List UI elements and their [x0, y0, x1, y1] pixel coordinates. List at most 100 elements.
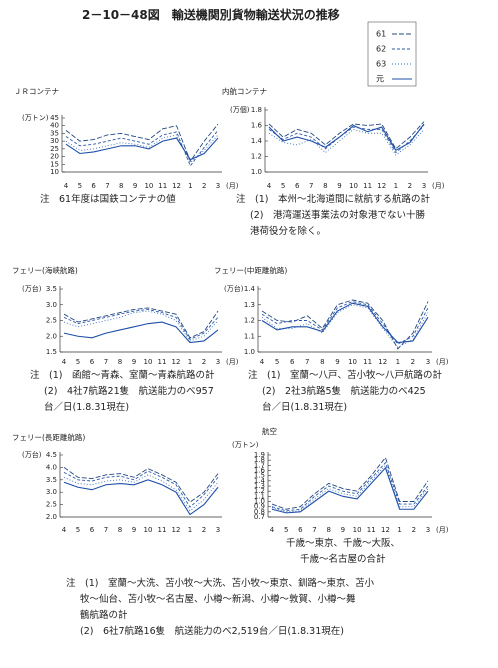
note: 千歳～東京、千歳～大阪、 千歳～名古屋の合計 [286, 536, 400, 568]
note: 注 (1) 室蘭～八戸、苫小牧～八戸航路の計 (2) 2社3航路5隻 航送能力のべ… [248, 368, 442, 416]
series-line [63, 470, 219, 508]
series-line [268, 128, 425, 156]
y-tick-label: 1.6 [254, 467, 266, 475]
x-tick-label: 8 [119, 182, 123, 190]
y-tick-label: 1.5 [254, 472, 265, 480]
x-tick-label: 4 [62, 526, 67, 534]
series-line [261, 304, 429, 348]
x-tick-label: 10 [349, 182, 358, 190]
x-tick-label: 12 [172, 358, 181, 366]
y-tick-label: 1.4 [254, 477, 266, 485]
y-tick-label: 1.2 [251, 153, 262, 161]
series-line [65, 130, 219, 167]
note: 注 (1) 函館～青森、室蘭～青森航路の計 (2) 4社7航路21隻 航送能力のべ… [30, 368, 214, 416]
chart-title: 内航コンテナ [222, 86, 267, 96]
x-tick-label: 2 [202, 182, 206, 190]
note-line: 注 61年度は国鉄コンテナの値 [40, 194, 176, 205]
x-tick-label: 4 [270, 526, 275, 534]
series-line [65, 137, 219, 161]
y-tick-label: 1.7 [254, 461, 265, 469]
x-tick-label: 5 [76, 526, 80, 534]
x-tick-label: 1 [188, 358, 192, 366]
y-tick-label: 3.0 [46, 488, 57, 496]
chart-title: ＪＲコンテナ [14, 87, 59, 96]
note-line: 港荷役分を除く。 [250, 226, 327, 237]
y-tick-label: 1.8 [254, 456, 265, 464]
x-tick-label: 11 [367, 526, 376, 534]
x-tick-label: 6 [90, 526, 95, 534]
y-tick-label: 1.1 [254, 492, 265, 500]
x-tick-label: 5 [275, 358, 279, 366]
series-line [63, 479, 219, 516]
note-line: 台／日(1.8.31現在) [262, 402, 348, 413]
legend-label: 62 [376, 45, 386, 54]
y-tick-label: 1.0 [244, 348, 255, 356]
y-tick-label: 4.5 [46, 451, 57, 459]
y-tick-label: 2.5 [46, 317, 57, 325]
series-line [271, 464, 429, 513]
note-line: (2) 2社3航路5隻 航送能力のべ425 [262, 386, 426, 397]
x-tick-label: 12 [172, 526, 181, 534]
legend-label: 元 [376, 75, 384, 84]
x-tick-label: 7 [104, 358, 108, 366]
x-tick-label: 10 [353, 526, 362, 534]
y-tick-label: 3.5 [46, 476, 57, 484]
x-tick-label: 3 [422, 182, 426, 190]
x-tick-label: 8 [323, 182, 327, 190]
x-tick-label: 2 [202, 526, 206, 534]
x-tick-label: 2 [202, 358, 206, 366]
y-tick-label: 1.9 [254, 451, 265, 459]
y-axis-label: (万トン) [22, 114, 49, 122]
x-tick-label: 6 [90, 358, 95, 366]
y-tick-label: 30 [50, 137, 59, 145]
y-tick-label: 2.0 [46, 513, 57, 521]
note-line: (2) 4社7航路21隻 航送能力のべ957 [44, 386, 214, 397]
y-tick-label: 3.0 [46, 301, 57, 309]
x-tick-label: 12 [172, 182, 181, 190]
x-tick-label: 10 [348, 358, 357, 366]
y-tick-label: 0.8 [254, 508, 265, 516]
y-tick-label: 45 [50, 114, 59, 122]
y-axis-label: (万台) [22, 450, 42, 459]
y-tick-label: 35 [50, 129, 59, 137]
series-line [261, 302, 429, 344]
x-tick-label: 2 [408, 182, 412, 190]
x-axis-label: (月) [226, 358, 239, 366]
y-tick-label: 1.2 [244, 317, 255, 325]
legend-box [367, 21, 417, 87]
chart-title: フェリー(長距離航路) [12, 432, 85, 442]
x-tick-label: 4 [62, 358, 67, 366]
series-line [268, 125, 425, 154]
x-tick-label: 1 [397, 526, 401, 534]
x-tick-label: 1 [396, 358, 400, 366]
y-tick-label: 1.8 [251, 106, 262, 114]
x-tick-label: 11 [158, 358, 167, 366]
x-axis-label: (月) [436, 526, 449, 534]
y-tick-label: 1.2 [254, 487, 265, 495]
note: 注 (1) 本州～北海道間に就航する航路の計 (2) 港湾運送事業法の対象港でない… [236, 192, 430, 240]
y-tick-label: 2.0 [46, 332, 57, 340]
x-tick-label: 6 [290, 358, 295, 366]
chart-title: フェリー(中距離航路) [214, 265, 287, 275]
chart-title: フェリー(海峡航路) [12, 265, 78, 275]
x-tick-label: 2 [412, 526, 416, 534]
series-line [268, 123, 425, 152]
x-tick-label: 3 [426, 358, 430, 366]
note: 注 (1) 室蘭～大洗、苫小牧～大洗、苫小牧～東京、釧路～東京、苫小 牧～仙台、苫… [66, 576, 374, 640]
series-line [268, 121, 425, 150]
y-tick-label: 1.0 [254, 498, 265, 506]
x-tick-label: 3 [426, 526, 430, 534]
series-line [271, 461, 429, 512]
note-line: (2) 6社7航路16隻 航送能力のべ2,519台／日(1.8.31現在) [80, 626, 344, 637]
y-tick-label: 40 [50, 122, 59, 130]
x-tick-label: 6 [91, 182, 96, 190]
x-tick-label: 4 [260, 358, 265, 366]
x-tick-label: 11 [363, 358, 372, 366]
x-tick-label: 10 [144, 526, 153, 534]
y-tick-label: 3.5 [46, 285, 57, 293]
x-tick-label: 1 [188, 526, 192, 534]
x-tick-label: 7 [309, 182, 313, 190]
y-tick-label: 1.5 [46, 348, 57, 356]
x-tick-label: 9 [132, 358, 136, 366]
